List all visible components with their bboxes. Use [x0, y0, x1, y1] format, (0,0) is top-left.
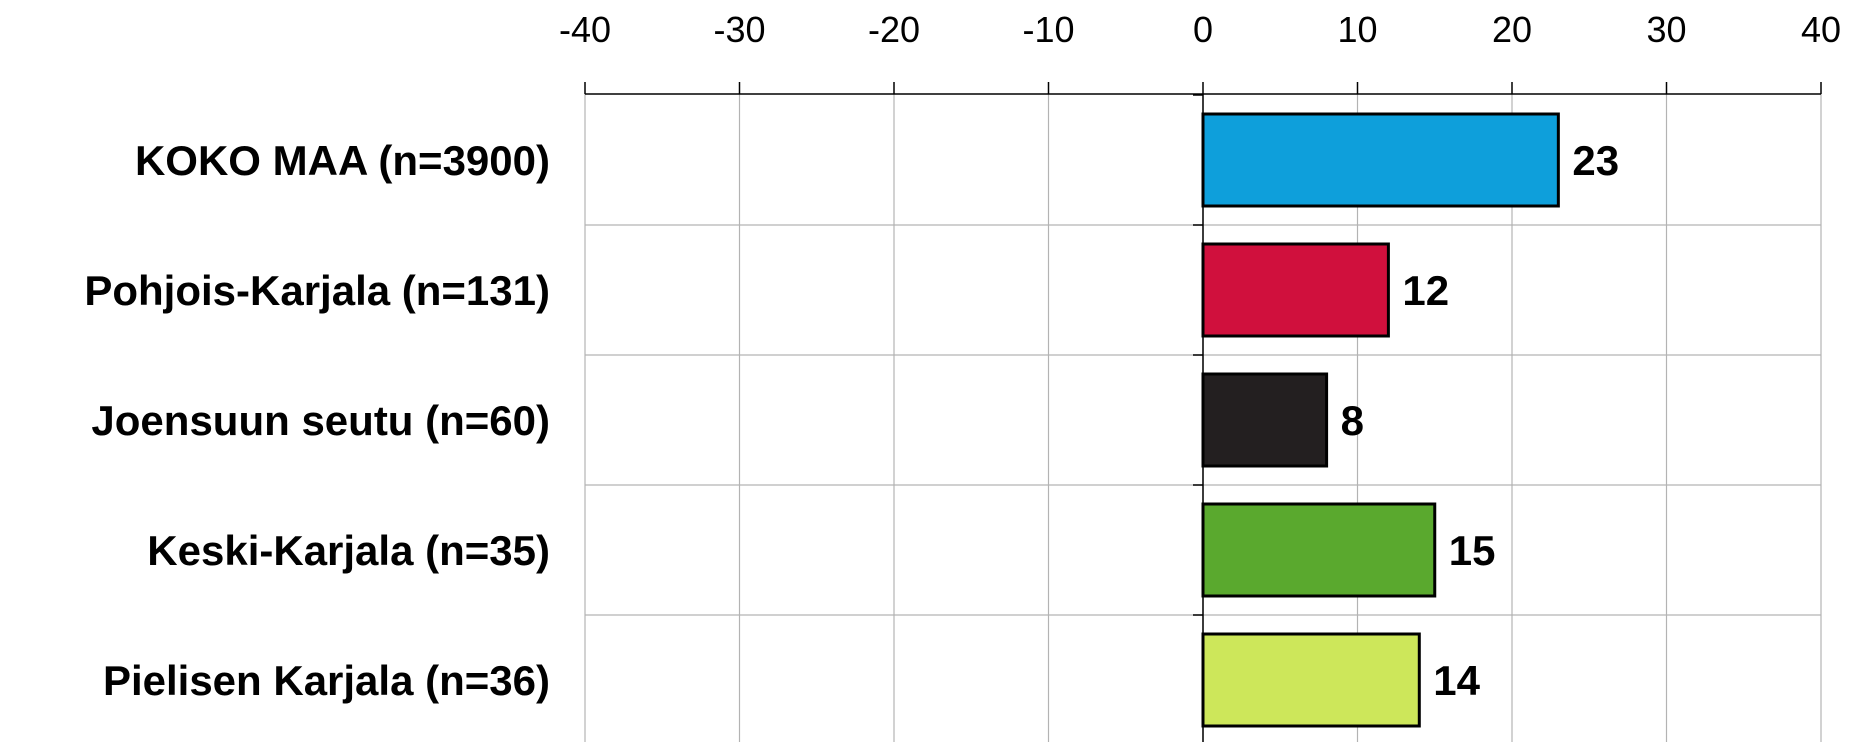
x-tick-label: -10	[1022, 9, 1074, 50]
x-tick-label: -40	[559, 9, 611, 50]
category-label: KOKO MAA (n=3900)	[135, 137, 550, 184]
axis-layer	[584, 82, 1822, 742]
x-tick-label: 10	[1337, 9, 1377, 50]
x-tick-label: 30	[1646, 9, 1686, 50]
category-label: Joensuun seutu (n=60)	[91, 397, 550, 444]
data-label: 15	[1449, 527, 1496, 574]
data-label: 8	[1341, 397, 1364, 444]
data-label: 14	[1433, 657, 1480, 704]
bar	[1201, 632, 1421, 728]
x-tick-label: 0	[1193, 9, 1213, 50]
category-label: Pohjois-Karjala (n=131)	[84, 267, 550, 314]
bar	[1201, 372, 1329, 468]
category-label: Keski-Karjala (n=35)	[147, 527, 550, 574]
x-tick-label: -30	[713, 9, 765, 50]
labels-layer: 23 12 8 15 14 -40 -30 -20 -10 0 10 20 30 40 KOKO MAA (…	[84, 9, 1841, 704]
bars-layer	[1201, 112, 1560, 728]
x-tick-label: 20	[1492, 9, 1532, 50]
x-tick-label: 40	[1801, 9, 1841, 50]
data-label: 12	[1402, 267, 1449, 314]
bar	[1201, 242, 1390, 338]
x-tick-label: -20	[868, 9, 920, 50]
bar	[1201, 112, 1560, 208]
category-label: Pielisen Karjala (n=36)	[103, 657, 550, 704]
data-label: 23	[1572, 137, 1619, 184]
bar	[1201, 502, 1437, 598]
